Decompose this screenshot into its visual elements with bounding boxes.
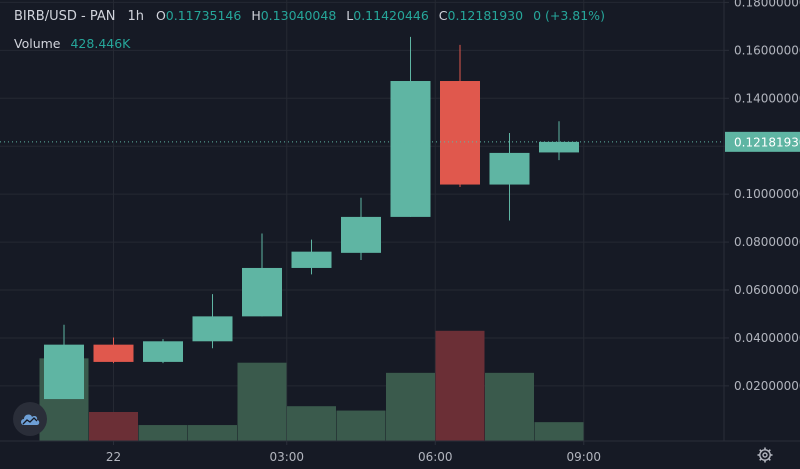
volume-legend: Volume 428.446K — [14, 36, 130, 51]
volume-bar — [534, 422, 584, 441]
tradingview-cloud-icon[interactable] — [13, 402, 47, 436]
volume-bar — [237, 362, 287, 441]
interval-label[interactable]: 1h — [127, 9, 144, 24]
candle-body — [291, 251, 332, 268]
volume-bar — [386, 372, 435, 441]
candle-body — [192, 316, 233, 342]
time-tick-label: 06:00 — [418, 450, 453, 464]
symbol-title[interactable]: BIRB/USD - PAN — [14, 9, 116, 24]
volume-bar — [138, 425, 188, 441]
price-tick-label: 0.02000000 — [734, 379, 800, 393]
high-label: H — [251, 8, 261, 23]
change-value: 0 (+3.81%) — [533, 8, 605, 23]
time-tick-label: 03:00 — [269, 450, 304, 464]
close-value: 0.12181930 — [447, 8, 524, 23]
candle-body — [143, 341, 183, 362]
candle-body — [539, 141, 579, 153]
gear-icon[interactable] — [756, 446, 774, 464]
volume-bars — [39, 330, 584, 441]
candle-body — [242, 267, 282, 317]
candle-body — [489, 152, 530, 185]
low-label: L — [346, 8, 354, 23]
volume-bar — [89, 412, 138, 441]
candlestick-series — [44, 36, 579, 400]
price-tick-label: 0.14000000 — [734, 91, 800, 105]
price-tick-label: 0.08000000 — [734, 235, 800, 249]
last-price-tag-label: 0.12181930 — [734, 135, 800, 149]
candle-body — [440, 81, 480, 185]
symbol-legend: BIRB/USD - PAN 1h O0.11735146 H0.1304004… — [14, 8, 611, 24]
price-tick-label: 0.16000000 — [734, 43, 800, 57]
high-value: 0.13040048 — [260, 8, 337, 23]
time-tick-label: 22 — [106, 450, 121, 464]
price-tick-label: 0.04000000 — [734, 331, 800, 345]
volume-bar — [287, 406, 336, 441]
time-axis[interactable]: 22 03:00 06:00 09:00 — [106, 441, 601, 464]
candle-body — [341, 216, 381, 253]
candle-body — [390, 81, 431, 217]
price-axis[interactable]: 0.180000000.160000000.140000000.12000000… — [724, 0, 800, 393]
volume-value: 428.446K — [70, 36, 131, 51]
candle-body — [93, 344, 134, 362]
volume-bar — [188, 425, 237, 441]
price-tick-label: 0.10000000 — [734, 187, 800, 201]
volume-bar — [435, 330, 485, 441]
open-label: O — [155, 8, 166, 23]
volume-bar — [485, 372, 534, 441]
time-tick-label: 09:00 — [566, 450, 601, 464]
low-value: 0.11420446 — [353, 8, 429, 23]
open-value: 0.11735146 — [165, 8, 242, 23]
close-label: C — [438, 8, 448, 23]
last-price-tag-background — [725, 131, 800, 152]
price-tick-label: 0.18000000 — [734, 0, 800, 9]
last-price-tag: 0.12181930 — [725, 131, 800, 152]
volume-bar — [336, 410, 386, 441]
candle-body — [44, 344, 84, 400]
price-tick-label: 0.06000000 — [734, 283, 800, 297]
volume-label[interactable]: Volume — [14, 36, 61, 51]
